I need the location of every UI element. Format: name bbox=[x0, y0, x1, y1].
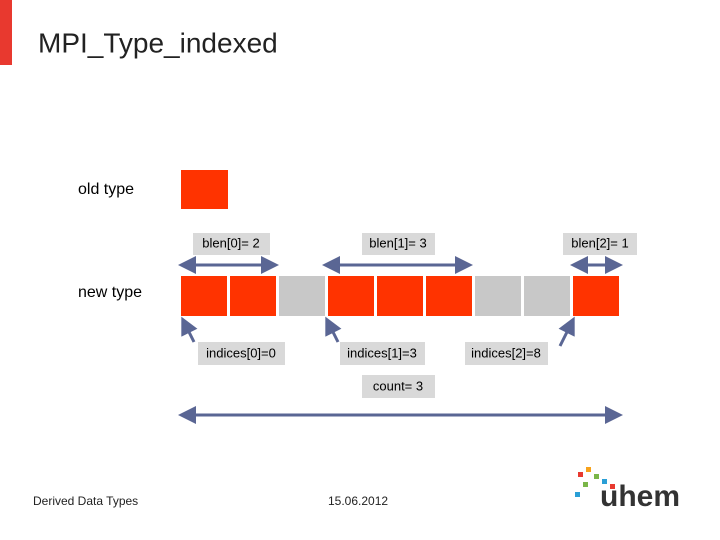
footer-left: Derived Data Types bbox=[33, 494, 138, 508]
label-box bbox=[362, 233, 435, 255]
logo-dot bbox=[610, 484, 615, 489]
label-box bbox=[465, 342, 548, 365]
cell bbox=[524, 276, 570, 316]
blen-label: blen[0]= 2 bbox=[202, 235, 259, 250]
blen-labels: blen[0]= 2 blen[1]= 3 blen[2]= 1 bbox=[193, 233, 637, 255]
cell bbox=[181, 276, 227, 316]
count-label: count= 3 bbox=[373, 378, 423, 393]
cell bbox=[426, 276, 472, 316]
old-type-label: old type bbox=[78, 181, 134, 198]
cell bbox=[475, 276, 521, 316]
logo-text: uhem bbox=[600, 480, 680, 513]
title: MPI_Type_indexed bbox=[38, 27, 278, 58]
label-box bbox=[340, 342, 425, 365]
index-label: indices[0]=0 bbox=[206, 345, 276, 360]
blen-label: blen[1]= 3 bbox=[369, 235, 426, 250]
cell bbox=[377, 276, 423, 316]
logo-dot bbox=[578, 472, 583, 477]
logo-dot bbox=[583, 482, 588, 487]
old-type-cell bbox=[181, 170, 228, 209]
label-box bbox=[362, 375, 435, 398]
logo-dot bbox=[602, 479, 607, 484]
index-labels: indices[0]=0 indices[1]=3 indices[2]=8 bbox=[198, 342, 548, 365]
logo-dot bbox=[594, 474, 599, 479]
logo-dot bbox=[575, 492, 580, 497]
index-label: indices[1]=3 bbox=[347, 345, 417, 360]
blen-label: blen[2]= 1 bbox=[571, 235, 628, 250]
label-box bbox=[198, 342, 285, 365]
cell bbox=[279, 276, 325, 316]
cell bbox=[573, 276, 619, 316]
accent-bar bbox=[0, 0, 12, 65]
index-arrows bbox=[181, 316, 575, 347]
arrow bbox=[558, 316, 575, 347]
footer-date: 15.06.2012 bbox=[328, 494, 388, 508]
logo: uhem bbox=[575, 467, 680, 513]
cell bbox=[230, 276, 276, 316]
label-box bbox=[563, 233, 637, 255]
label-box bbox=[193, 233, 270, 255]
new-type-label: new type bbox=[78, 284, 142, 301]
index-label: indices[2]=8 bbox=[471, 345, 541, 360]
cell bbox=[328, 276, 374, 316]
arrow bbox=[181, 316, 198, 343]
logo-dot bbox=[586, 467, 591, 472]
arrow bbox=[325, 316, 342, 343]
new-type-cells bbox=[181, 276, 619, 316]
